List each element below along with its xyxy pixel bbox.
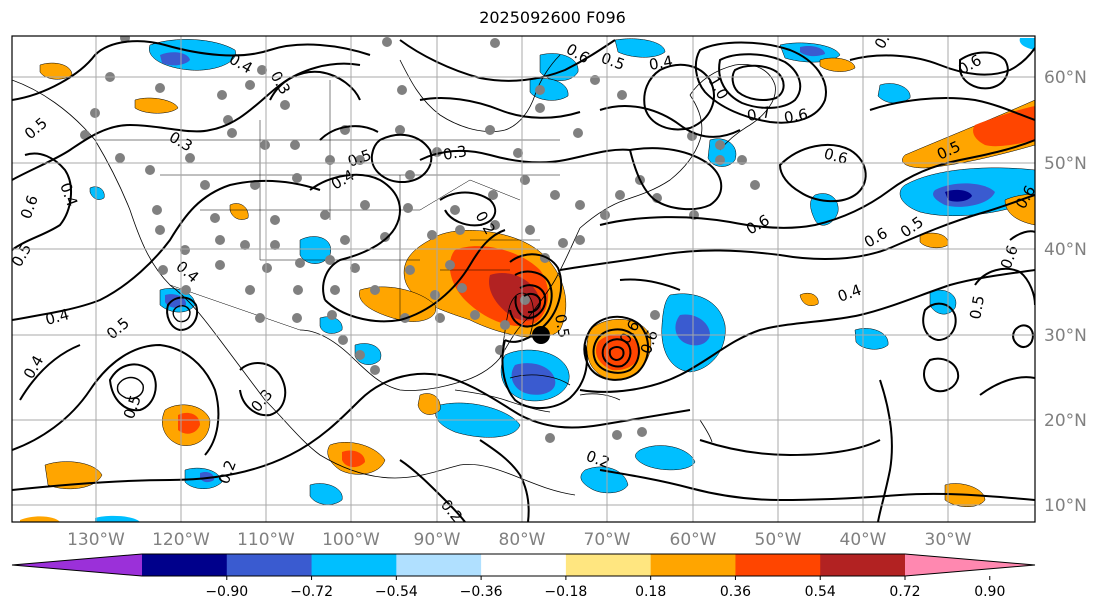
- map-title: 2025092600 F096: [479, 8, 626, 27]
- colorbar-segment: [311, 554, 397, 576]
- map-frame: [11, 35, 1036, 523]
- lon-label: 50°W: [755, 530, 802, 550]
- lon-label: 80°W: [499, 530, 546, 550]
- contour-label: 0.3: [442, 142, 469, 164]
- lon-label: 120°W: [152, 530, 210, 550]
- lat-label: 30°N: [1044, 326, 1087, 346]
- contour-label: 0.6: [822, 144, 850, 168]
- lat-label: 20°N: [1044, 411, 1087, 431]
- contour-label: 0.6: [783, 105, 810, 127]
- lon-label: 90°W: [414, 530, 461, 550]
- colorbar-tick-label: −0.18: [544, 584, 587, 600]
- contour-label: 0.5: [551, 313, 573, 340]
- colorbar-outline: [11, 553, 1036, 577]
- contour-label: 0.4: [43, 305, 71, 329]
- lon-label: 70°W: [584, 530, 631, 550]
- contour-lines: [12, 39, 1035, 522]
- colorbar-segment: [650, 554, 736, 576]
- map-area: 0.4 0.3 0.5 0.4 0.6 0.5 0.3 0.5 0.4 0.3 …: [12, 36, 1035, 522]
- colorbar-segment: [565, 554, 652, 576]
- gridlines: [12, 36, 1035, 522]
- contour-label: 0.4: [648, 52, 675, 74]
- contour-label: 0.5: [966, 294, 988, 321]
- station-dots: [80, 36, 760, 443]
- colorbar-segment: [142, 554, 228, 576]
- colorbar-segment: [226, 554, 313, 576]
- lat-label: 40°N: [1044, 240, 1087, 260]
- longitude-labels: 130°W 120°W 110°W 100°W 90°W 80°W 70°W 6…: [67, 530, 972, 550]
- colorbar-segment: [481, 554, 567, 576]
- lat-label: 50°N: [1044, 154, 1087, 174]
- colorbar-tick-label: −0.54: [375, 584, 418, 600]
- lon-label: 100°W: [322, 530, 380, 550]
- colorbar-tick-label: 0.72: [889, 584, 920, 600]
- lon-label: 130°W: [67, 530, 125, 550]
- lon-label: 60°W: [670, 530, 717, 550]
- lat-label: 60°N: [1044, 68, 1087, 88]
- lat-label: 10°N: [1044, 496, 1087, 516]
- colorbar-extension-high: [905, 554, 1035, 576]
- lon-label: 110°W: [237, 530, 295, 550]
- coastlines: [12, 54, 776, 496]
- latitude-labels: 60°N 50°N 40°N 30°N 20°N 10°N: [1044, 68, 1087, 516]
- colorbar-tick-label: 0.54: [805, 584, 836, 600]
- colorbar-tick-label: −0.72: [290, 584, 333, 600]
- colorbar-segment: [735, 554, 821, 576]
- lon-label: 40°W: [840, 530, 887, 550]
- colorbar: −0.90 −0.72 −0.54 −0.36 −0.18 0.18 0.36 0.54 0.7…: [11, 553, 1036, 600]
- colorbar-tick-label: −0.90: [205, 584, 248, 600]
- lon-label: 30°W: [925, 530, 972, 550]
- colorbar-extension-low: [12, 554, 142, 576]
- contour-label: 0.7: [746, 103, 773, 125]
- colorbar-tick-label: −0.36: [460, 584, 503, 600]
- colorbar-segment: [820, 554, 906, 576]
- colorbar-tick-label: 0.18: [635, 584, 666, 600]
- colorbar-tick-label: 0.90: [974, 584, 1005, 600]
- colorbar-segment: [396, 554, 482, 576]
- colorbar-tick-label: 0.36: [720, 584, 751, 600]
